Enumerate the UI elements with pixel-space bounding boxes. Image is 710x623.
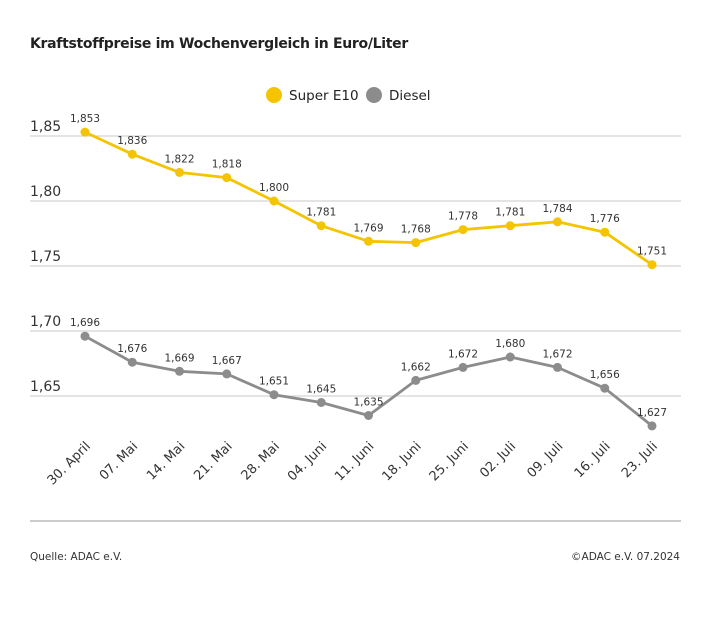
data-label: 1,784 (542, 203, 572, 215)
data-label: 1,818 (212, 159, 242, 171)
data-label: 1,853 (70, 113, 100, 125)
data-point (505, 352, 515, 362)
data-point (80, 127, 90, 137)
data-point (222, 173, 232, 183)
data-label: 1,822 (164, 153, 194, 165)
data-point (364, 236, 373, 246)
chart-title: Kraftstoffpreise im Wochenvergleich in E… (30, 36, 408, 52)
legend-label: Diesel (389, 88, 431, 104)
data-point (269, 196, 279, 206)
data-point (600, 227, 610, 237)
data-label: 1,656 (590, 369, 620, 381)
data-label: 1,751 (637, 246, 667, 258)
data-label: 1,669 (164, 352, 194, 364)
data-label: 1,667 (212, 355, 242, 367)
data-point (316, 221, 326, 231)
copyright-note: ©ADAC e.V. 07.2024 (571, 551, 680, 563)
y-tick-label: 1,75 (30, 249, 61, 265)
legend-marker-diesel (366, 87, 382, 103)
data-point (458, 225, 468, 235)
legend-marker-super-e10 (266, 87, 282, 103)
y-tick-label: 1,85 (30, 119, 61, 135)
data-label: 1,672 (542, 348, 572, 360)
x-tick-label: 07. Mai (97, 439, 141, 483)
data-point (553, 217, 562, 227)
data-label: 1,662 (401, 361, 431, 373)
x-tick-label: 02. Juli (477, 439, 519, 481)
data-label: 1,635 (353, 397, 383, 409)
data-point (411, 238, 421, 248)
data-label: 1,651 (259, 376, 289, 388)
data-label: 1,769 (353, 222, 383, 234)
data-point (505, 221, 515, 231)
data-label: 1,836 (117, 135, 147, 147)
data-point (600, 383, 610, 393)
data-point (80, 331, 90, 341)
data-label: 1,768 (401, 224, 431, 236)
data-label: 1,672 (448, 348, 478, 360)
data-point (411, 375, 421, 385)
data-point (647, 421, 657, 431)
x-tick-label: 11. Juni (332, 439, 377, 484)
source-note: Quelle: ADAC e.V. (30, 551, 123, 563)
data-point (458, 362, 468, 372)
data-point (127, 149, 137, 159)
data-label: 1,696 (70, 317, 100, 329)
data-point (553, 362, 562, 372)
data-point (127, 357, 137, 367)
data-label: 1,645 (306, 384, 336, 396)
data-label: 1,778 (448, 211, 478, 223)
data-label: 1,676 (117, 343, 147, 355)
x-tick-label: 25. Juni (427, 439, 472, 484)
data-point (364, 411, 373, 420)
data-point (269, 390, 279, 400)
data-point (175, 167, 184, 177)
x-tick-label: 18. Juni (380, 439, 425, 484)
data-label: 1,776 (590, 213, 620, 225)
data-point (316, 398, 326, 407)
data-label: 1,781 (495, 207, 525, 219)
data-point (222, 369, 232, 379)
y-tick-label: 1,80 (30, 184, 61, 200)
data-label: 1,680 (495, 338, 525, 350)
data-point (647, 260, 657, 270)
x-tick-label: 09. Juli (525, 439, 567, 481)
data-point (175, 366, 184, 376)
data-label: 1,800 (259, 182, 289, 194)
legend-label: Super E10 (289, 88, 359, 104)
x-tick-label: 23. Juli (619, 439, 661, 481)
y-tick-label: 1,70 (30, 314, 61, 330)
data-label: 1,627 (637, 407, 667, 419)
x-tick-label: 21. Mai (191, 439, 235, 483)
data-label: 1,781 (306, 207, 336, 219)
x-tick-label: 28. Mai (239, 439, 283, 483)
x-tick-label: 16. Juli (572, 439, 614, 481)
x-tick-label: 04. Juni (285, 439, 330, 484)
y-tick-label: 1,65 (30, 379, 61, 395)
x-tick-label: 30. April (45, 439, 94, 488)
x-tick-label: 14. Mai (144, 439, 188, 483)
